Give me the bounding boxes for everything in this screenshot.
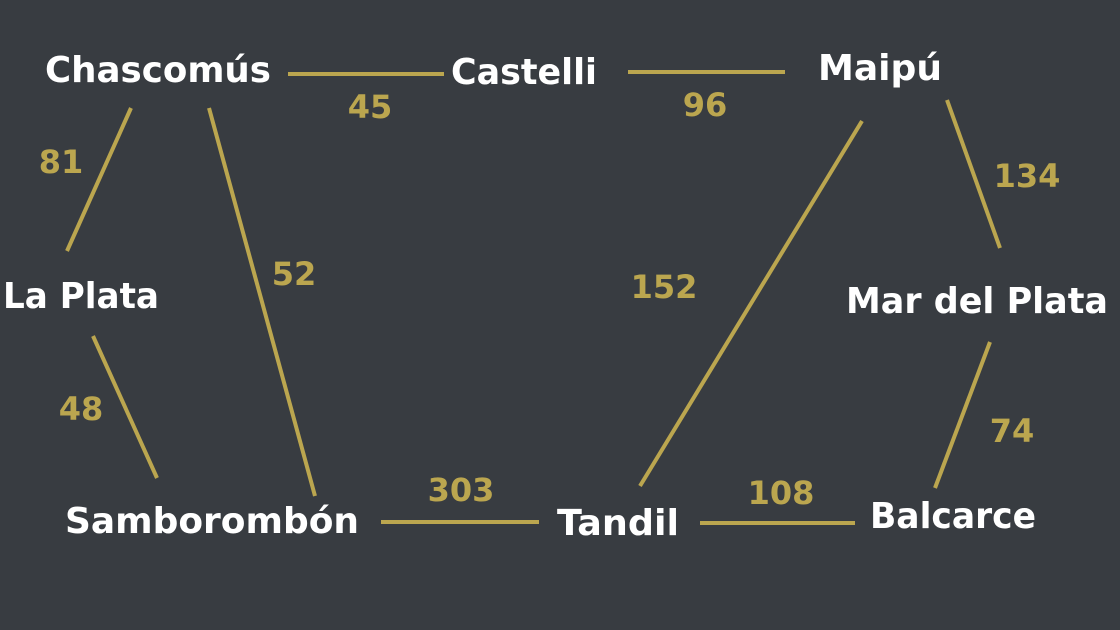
node-tandil: Tandil bbox=[557, 503, 679, 544]
weight-tandil-balcarce: 108 bbox=[748, 474, 815, 512]
edge-chascomus-laplata bbox=[65, 107, 133, 252]
weight-samborombon-tandil: 303 bbox=[428, 471, 495, 509]
node-samborombon: Samborombón bbox=[65, 501, 359, 542]
edge-mardelplata-balcarce bbox=[933, 341, 992, 489]
weight-maipu-tandil: 152 bbox=[631, 268, 698, 306]
edge-weights: 45 96 81 52 134 152 48 303 108 74 bbox=[39, 86, 1061, 512]
edge-maipu-tandil bbox=[638, 119, 864, 488]
node-mardelplata: Mar del Plata bbox=[846, 281, 1108, 322]
node-castelli: Castelli bbox=[451, 52, 597, 93]
weight-chascomus-laplata: 81 bbox=[39, 143, 84, 181]
weight-chascomus-castelli: 45 bbox=[348, 88, 393, 126]
nodes: Chascomús Castelli Maipú La Plata Mar de… bbox=[3, 48, 1108, 544]
node-chascomus: Chascomús bbox=[45, 50, 271, 91]
weight-mardelplata-balcarce: 74 bbox=[990, 412, 1035, 450]
weight-chascomus-samborombon: 52 bbox=[272, 255, 317, 293]
weight-laplata-samborombon: 48 bbox=[59, 390, 104, 428]
node-laplata: La Plata bbox=[3, 276, 159, 317]
edge-chascomus-samborombon bbox=[207, 107, 317, 497]
weight-maipu-mardelplata: 134 bbox=[994, 157, 1061, 195]
node-maipu: Maipú bbox=[818, 48, 942, 89]
edge-laplata-samborombon bbox=[91, 335, 159, 479]
edge-maipu-mardelplata bbox=[945, 99, 1002, 249]
node-balcarce: Balcarce bbox=[870, 496, 1036, 537]
edges bbox=[65, 70, 1002, 525]
weight-castelli-maipu: 96 bbox=[683, 86, 728, 124]
